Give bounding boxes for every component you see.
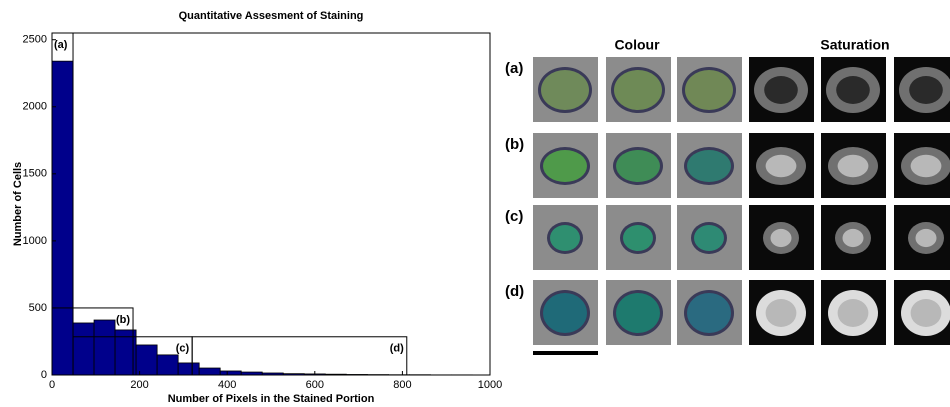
x-tick-label: 400 (218, 379, 236, 391)
cell-core (911, 299, 942, 327)
x-tick-label: 200 (130, 379, 148, 391)
figure: Quantitative Assesment of Staining Numbe… (0, 0, 950, 407)
chart-title: Quantitative Assesment of Staining (179, 10, 364, 22)
cell-core (766, 155, 797, 177)
cell-stain (541, 70, 589, 110)
cell-core (771, 229, 792, 247)
x-tick-label: 800 (393, 379, 411, 391)
bar (199, 368, 220, 375)
column-header: Saturation (820, 37, 889, 53)
x-tick-label: 1000 (478, 379, 502, 391)
cell-stain (614, 70, 662, 110)
region-label: (b) (116, 314, 130, 326)
x-tick-label: 600 (306, 379, 324, 391)
bar (73, 323, 94, 375)
bar (220, 371, 241, 375)
y-tick-label: 0 (41, 369, 47, 381)
cell-stain (623, 225, 653, 251)
cell-stain (687, 150, 731, 182)
cell-core (843, 229, 864, 247)
cell-stain (685, 70, 733, 110)
y-tick-label: 2500 (23, 34, 47, 46)
bar (136, 345, 157, 375)
cell-stain (694, 225, 724, 251)
bar (157, 355, 178, 375)
row-label: (b) (505, 136, 524, 153)
bar (94, 320, 115, 375)
row-label: (c) (505, 208, 523, 225)
region-label: (a) (54, 39, 68, 51)
y-tick-label: 2000 (23, 101, 47, 113)
cell-stain (616, 150, 660, 182)
cell-core (838, 155, 869, 177)
bar (52, 61, 73, 375)
cell-core (911, 155, 942, 177)
y-tick-label: 1500 (23, 168, 47, 180)
cell-core (836, 76, 870, 104)
row-label: (a) (505, 60, 523, 77)
region-label: (d) (390, 343, 404, 355)
x-tick-label: 0 (49, 379, 55, 391)
scale-bar (533, 351, 598, 355)
cell-stain (550, 225, 580, 251)
cell-stain (616, 293, 660, 333)
bar (178, 363, 199, 375)
cell-core (916, 229, 937, 247)
cell-core (909, 76, 943, 104)
cell-stain (687, 293, 731, 333)
column-header: Colour (614, 37, 660, 53)
region-label: (c) (176, 343, 190, 355)
cell-core (764, 76, 798, 104)
region-box (192, 337, 407, 375)
cell-stain (543, 293, 587, 333)
x-axis-label: Number of Pixels in the Stained Portion (168, 393, 375, 405)
y-tick-label: 1000 (23, 235, 47, 247)
cell-core (766, 299, 797, 327)
row-label: (d) (505, 283, 524, 300)
cell-core (838, 299, 869, 327)
cell-stain (543, 150, 587, 182)
y-tick-label: 500 (29, 302, 47, 314)
